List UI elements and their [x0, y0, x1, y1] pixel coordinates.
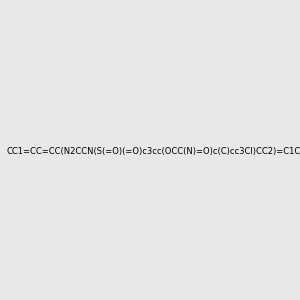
Text: CC1=CC=CC(N2CCN(S(=O)(=O)c3cc(OCC(N)=O)c(C)cc3Cl)CC2)=C1C: CC1=CC=CC(N2CCN(S(=O)(=O)c3cc(OCC(N)=O)c…	[7, 147, 300, 156]
